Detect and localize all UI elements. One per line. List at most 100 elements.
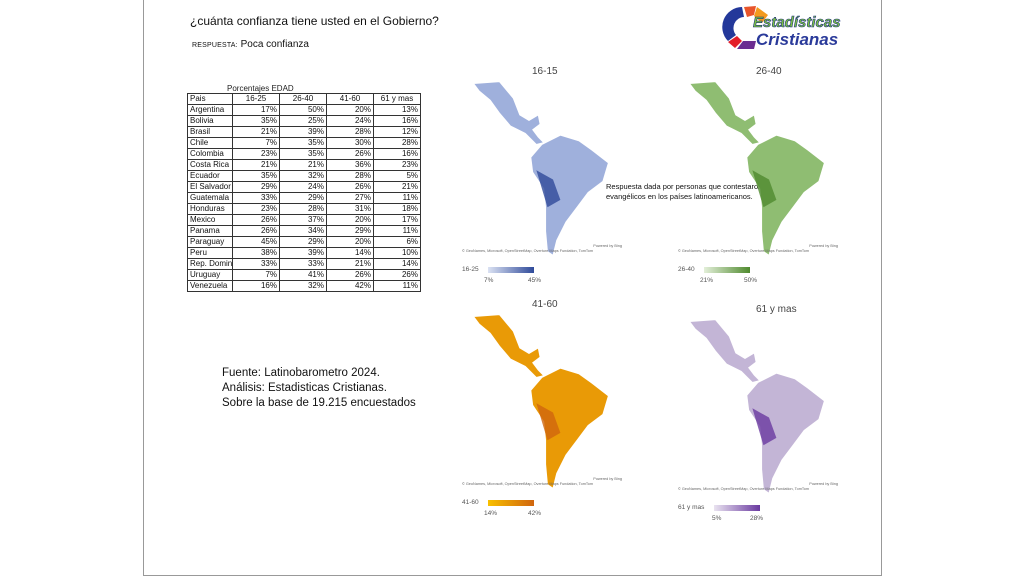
powered-by: Powered by Bing: [593, 477, 622, 481]
value-cell: 39%: [279, 126, 327, 138]
value-cell: 37%: [279, 214, 327, 226]
country-cell: Guatemala: [187, 192, 233, 204]
legend-gradient: [714, 505, 760, 511]
legend-max: 45%: [528, 277, 542, 284]
value-cell: 12%: [373, 126, 421, 138]
value-cell: 32%: [279, 170, 327, 182]
value-cell: 21%: [373, 181, 421, 193]
value-cell: 26%: [232, 225, 280, 237]
value-cell: 20%: [326, 214, 374, 226]
header-cell: Pais: [187, 93, 233, 105]
table-row: Paraguay 45% 29% 20% 6%: [187, 236, 421, 248]
latin-america-map: [473, 81, 609, 256]
map-credits: © GeoNames, Microsoft, OpenStreetMap, Ov…: [678, 487, 810, 491]
latin-america-map: [689, 81, 825, 256]
value-cell: 33%: [232, 192, 280, 204]
header-cell: 41-60: [326, 93, 374, 105]
latin-america-map: [473, 314, 609, 489]
value-cell: 30%: [326, 137, 374, 149]
table-caption: Porcentajes EDAD: [227, 84, 294, 93]
country-cell: El Salvador: [187, 181, 233, 193]
legend-label: 41-60: [462, 499, 479, 506]
value-cell: 24%: [279, 181, 327, 193]
value-cell: 35%: [279, 137, 327, 149]
legend-min: 14%: [484, 510, 498, 517]
table-row: Bolivia 35% 25% 24% 16%: [187, 115, 421, 127]
header-cell: 16-25: [232, 93, 280, 105]
table-row: Honduras 23% 28% 31% 18%: [187, 203, 421, 215]
value-cell: 21%: [232, 126, 280, 138]
powered-by: Powered by Bing: [809, 244, 838, 248]
table-row: Venezuela 16% 32% 42% 11%: [187, 280, 421, 292]
choropleth-map-2: 26-40 Powered by Bing © GeoNames, Micros…: [678, 62, 878, 292]
value-cell: 5%: [373, 170, 421, 182]
value-cell: 21%: [232, 159, 280, 171]
value-cell: 16%: [373, 115, 421, 127]
table-row: El Salvador 29% 24% 26% 21%: [187, 181, 421, 193]
value-cell: 35%: [232, 170, 280, 182]
value-cell: 17%: [232, 104, 280, 116]
value-cell: 26%: [232, 214, 280, 226]
table-row: Costa Rica 21% 21% 36% 23%: [187, 159, 421, 171]
country-cell: Chile: [187, 137, 233, 149]
value-cell: 25%: [279, 115, 327, 127]
response-value: Poca confianza: [240, 39, 309, 50]
response-line: RESPUESTA: Poca confianza: [192, 39, 309, 50]
map-title: 16-15: [532, 66, 558, 77]
value-cell: 16%: [232, 280, 280, 292]
value-cell: 7%: [232, 269, 280, 281]
value-cell: 10%: [373, 247, 421, 259]
value-cell: 21%: [279, 159, 327, 171]
choropleth-map-3: 41-60 Powered by Bing © GeoNames, Micros…: [462, 295, 662, 525]
value-cell: 33%: [279, 258, 327, 270]
header-cell: 61 y mas: [373, 93, 421, 105]
legend-gradient: [488, 500, 534, 506]
table-row: Uruguay 7% 41% 26% 26%: [187, 269, 421, 281]
value-cell: 13%: [373, 104, 421, 116]
value-cell: 28%: [326, 170, 374, 182]
value-cell: 29%: [279, 236, 327, 248]
country-cell: Costa Rica: [187, 159, 233, 171]
header-cell: 26-40: [279, 93, 327, 105]
value-cell: 28%: [373, 137, 421, 149]
value-cell: 41%: [279, 269, 327, 281]
map-credits: © GeoNames, Microsoft, OpenStreetMap, Ov…: [462, 482, 594, 486]
table-header-row: Pais 16-25 26-40 41-60 61 y mas: [187, 93, 421, 105]
table-row: Mexico 26% 37% 20% 17%: [187, 214, 421, 226]
value-cell: 20%: [326, 104, 374, 116]
value-cell: 14%: [326, 247, 374, 259]
value-cell: 42%: [326, 280, 374, 292]
country-cell: Ecuador: [187, 170, 233, 182]
value-cell: 17%: [373, 214, 421, 226]
value-cell: 18%: [373, 203, 421, 215]
legend-min: 5%: [712, 515, 722, 522]
response-label: RESPUESTA:: [192, 42, 238, 49]
legend-max: 50%: [744, 277, 758, 284]
map-title: 26-40: [756, 66, 782, 77]
table-row: Colombia 23% 35% 26% 16%: [187, 148, 421, 160]
legend-max: 28%: [750, 515, 764, 522]
value-cell: 6%: [373, 236, 421, 248]
map-note: Respuesta dada por personas que contesta…: [606, 182, 775, 201]
value-cell: 28%: [326, 126, 374, 138]
country-cell: Mexico: [187, 214, 233, 226]
question-title: ¿cuánta confianza tiene usted en el Gobi…: [190, 14, 439, 28]
value-cell: 14%: [373, 258, 421, 270]
powered-by: Powered by Bing: [809, 482, 838, 486]
latin-america-map: [689, 319, 825, 494]
country-cell: Peru: [187, 247, 233, 259]
map-title: 61 y mas: [756, 304, 797, 315]
value-cell: 36%: [326, 159, 374, 171]
legend-min: 21%: [700, 277, 714, 284]
age-percentage-table: Pais 16-25 26-40 41-60 61 y mas Argentin…: [187, 93, 421, 292]
country-cell: Bolivia: [187, 115, 233, 127]
value-cell: 34%: [279, 225, 327, 237]
value-cell: 26%: [326, 269, 374, 281]
value-cell: 16%: [373, 148, 421, 160]
value-cell: 45%: [232, 236, 280, 248]
value-cell: 24%: [326, 115, 374, 127]
value-cell: 35%: [232, 115, 280, 127]
value-cell: 26%: [373, 269, 421, 281]
value-cell: 11%: [373, 225, 421, 237]
table-row: Guatemala 33% 29% 27% 11%: [187, 192, 421, 204]
